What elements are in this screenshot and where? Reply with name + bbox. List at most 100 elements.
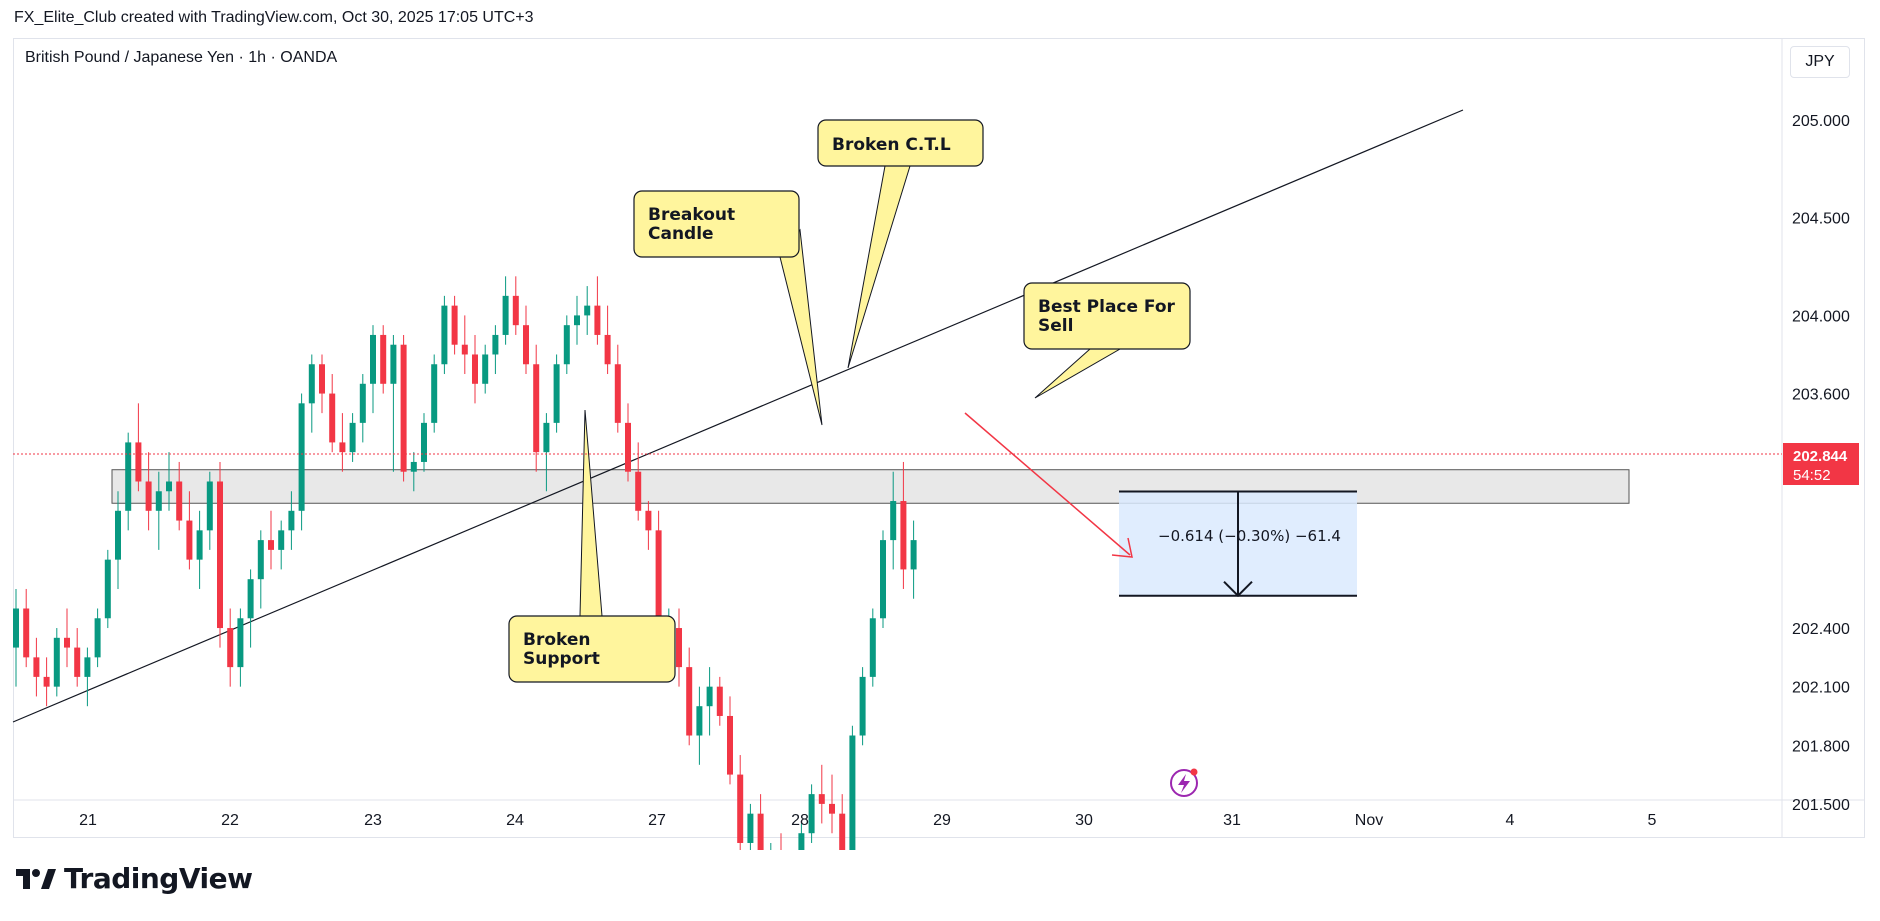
- candle: [553, 354, 560, 433]
- candle-body: [410, 461, 417, 472]
- candle: [563, 315, 570, 375]
- candle-body: [217, 481, 223, 629]
- candle: [869, 608, 876, 687]
- trendline: [12, 109, 1464, 723]
- candle-body: [370, 334, 376, 384]
- callout-box: [817, 119, 984, 167]
- candle: [706, 667, 713, 736]
- candle-body: [543, 422, 550, 453]
- callout-pointer: [847, 165, 911, 369]
- candle-body: [757, 813, 764, 850]
- candle: [410, 452, 417, 492]
- candle: [237, 608, 244, 687]
- candle: [308, 354, 315, 433]
- candle: [594, 276, 601, 345]
- candle: [104, 549, 111, 629]
- candle: [880, 530, 886, 629]
- candle-body: [798, 833, 805, 850]
- candle: [780, 833, 782, 850]
- candle: [370, 325, 376, 414]
- candle-body: [298, 403, 305, 511]
- candle: [400, 334, 407, 482]
- candle: [727, 696, 733, 785]
- candle: [770, 842, 772, 850]
- candle-body: [135, 442, 142, 482]
- current-price-tag: [1783, 443, 1859, 485]
- countdown-value: 54:52: [1793, 467, 1831, 484]
- candle: [849, 725, 856, 850]
- y-tick-label: 204.000: [1792, 308, 1850, 325]
- candle-body: [594, 305, 601, 335]
- measure-arrow-head: [1223, 581, 1253, 598]
- x-tick-label: 29: [933, 812, 951, 829]
- candle-body: [512, 295, 519, 326]
- candle: [43, 657, 50, 707]
- candle-body: [227, 628, 234, 668]
- candle: [186, 491, 193, 570]
- candle: [737, 755, 744, 850]
- candle: [23, 588, 30, 668]
- candle: [13, 588, 19, 687]
- candle-body: [492, 334, 499, 355]
- candle: [166, 452, 172, 511]
- candle-body: [706, 686, 713, 707]
- callout-box: [1023, 282, 1191, 350]
- candle: [125, 432, 132, 531]
- measure-label: −0.614 (−0.30%) −61.4: [1158, 527, 1341, 545]
- candle-body: [533, 364, 540, 453]
- candle: [829, 774, 835, 834]
- candle-body: [94, 618, 101, 658]
- publisher-caption: FX_Elite_Club created with TradingView.c…: [14, 9, 534, 26]
- candle-body: [482, 354, 489, 384]
- y-tick-label: 202.400: [1792, 621, 1850, 638]
- candle-body: [33, 657, 40, 677]
- candle: [431, 354, 438, 433]
- candle-body: [84, 657, 91, 677]
- candle-body: [288, 510, 295, 531]
- candle: [492, 325, 499, 375]
- candle: [512, 276, 519, 335]
- candle-body: [176, 481, 183, 521]
- x-tick-label: 23: [364, 812, 382, 829]
- candle: [890, 471, 897, 570]
- candle-body: [74, 647, 81, 677]
- candle: [716, 676, 723, 726]
- candle: [441, 295, 448, 375]
- candlestick-chart[interactable]: −0.614 (−0.30%) −61.4 Broken C.T.L Breako…: [0, 0, 1880, 850]
- candle-body: [359, 383, 366, 423]
- candle-body: [247, 579, 254, 619]
- tradingview-wordmark: TradingView: [64, 862, 253, 895]
- callout-text: Sell: [1038, 316, 1073, 336]
- candle-body: [686, 667, 693, 736]
- candle: [625, 403, 631, 482]
- candle: [808, 784, 815, 843]
- candle: [635, 442, 642, 521]
- callout-text: Support: [523, 649, 600, 669]
- event-marker-icon: [1170, 768, 1198, 797]
- candle: [676, 608, 682, 687]
- candle: [798, 823, 805, 850]
- current-price-value: 202.844: [1793, 448, 1848, 465]
- candle: [390, 334, 397, 472]
- candle-body: [155, 491, 162, 511]
- candle: [349, 413, 356, 462]
- tradingview-logo[interactable]: TradingView: [16, 862, 253, 895]
- candle-body: [900, 501, 907, 570]
- x-tick-label: 4: [1506, 812, 1515, 829]
- candle: [482, 344, 489, 394]
- candle-body: [339, 442, 346, 453]
- candle-body: [257, 540, 264, 580]
- candle-body: [523, 325, 529, 365]
- candle-body: [890, 501, 897, 541]
- chart-frame: [13, 38, 1865, 838]
- callout-pointer: [579, 409, 603, 617]
- candle: [288, 491, 295, 550]
- callout-box: [508, 615, 676, 683]
- currency-button[interactable]: JPY: [1790, 46, 1850, 78]
- y-tick-label: 201.500: [1792, 797, 1850, 814]
- candle: [614, 344, 621, 433]
- candle-body: [859, 676, 866, 736]
- candle: [421, 413, 427, 472]
- candle-body: [186, 520, 193, 560]
